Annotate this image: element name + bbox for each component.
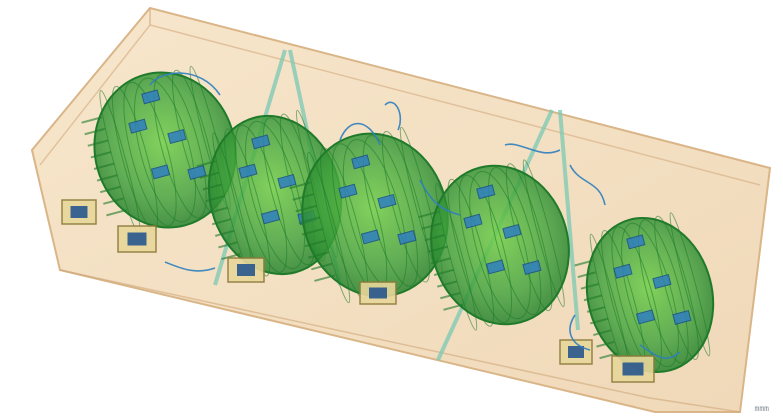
scanned-object-icon <box>418 159 570 331</box>
scanned-object-icon <box>574 212 715 378</box>
wires <box>149 72 681 359</box>
scanned-objects <box>81 65 715 378</box>
circuit-module-icon <box>117 225 157 253</box>
circuit-module-icon <box>61 199 97 225</box>
circuit-module-icon <box>611 355 655 383</box>
circuit-module-icon <box>227 257 265 283</box>
scanned-object-icon <box>289 126 449 304</box>
corner-tag: mmm <box>754 404 769 413</box>
circuit-module-icon <box>359 281 397 305</box>
